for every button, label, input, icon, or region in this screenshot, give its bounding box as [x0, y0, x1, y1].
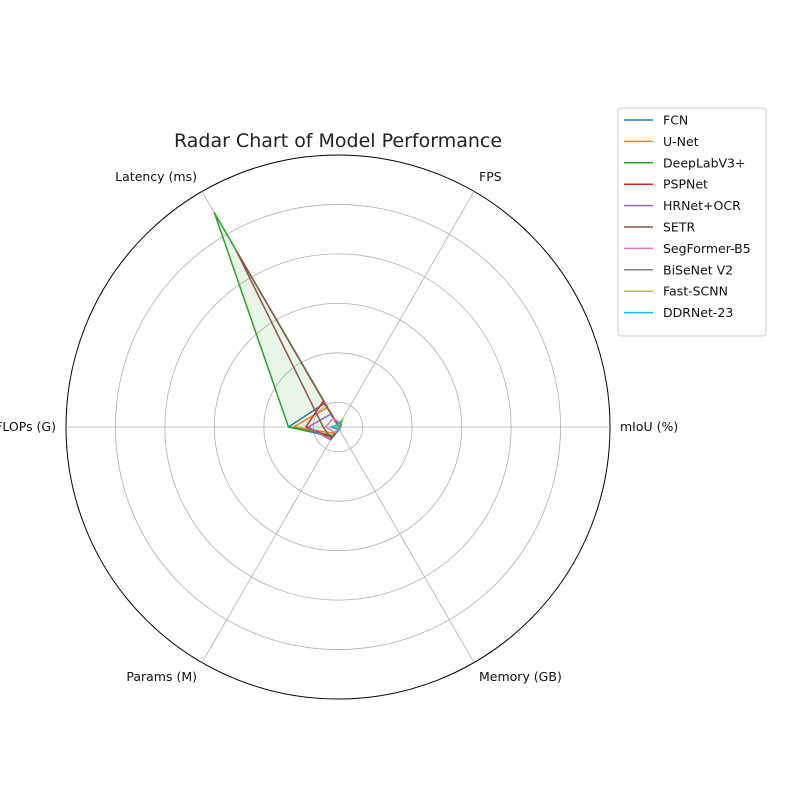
axis-label: FLOPs (G)	[0, 419, 56, 434]
radar-series	[213, 212, 344, 441]
axis-labels: mIoU (%) FPS Latency (ms) FLOPs (G) Params (…	[0, 169, 678, 684]
legend-label: DeepLabV3+	[663, 155, 745, 170]
axis-label: mIoU (%)	[620, 419, 678, 434]
axis-label: Latency (ms)	[115, 169, 197, 184]
legend-label: FCN	[663, 113, 688, 128]
legend-label: SegFormer-B5	[663, 241, 751, 256]
axis-label: FPS	[479, 169, 502, 184]
axis-label: Params (M)	[126, 669, 197, 684]
legend-label: DDRNet-23	[663, 305, 733, 320]
axis-label: Memory (GB)	[479, 669, 562, 684]
legend-label: SETR	[663, 220, 695, 235]
chart-title: Radar Chart of Model Performance	[174, 130, 502, 152]
grid-spoke	[201, 426, 339, 663]
legend-label: U-Net	[663, 134, 699, 149]
grid-spoke	[337, 191, 475, 428]
legend-label: BiSeNet V2	[663, 262, 733, 277]
legend-label: HRNet+OCR	[663, 198, 741, 213]
legend-label: PSPNet	[663, 177, 708, 192]
legend-box	[617, 107, 767, 337]
legend: FCN U-Net DeepLabV3+ PSPNet HRNet+OCR SETR Seg…	[617, 107, 767, 337]
grid-spoke	[337, 426, 475, 663]
legend-label: Fast-SCNN	[663, 284, 728, 299]
series-line	[329, 420, 342, 430]
